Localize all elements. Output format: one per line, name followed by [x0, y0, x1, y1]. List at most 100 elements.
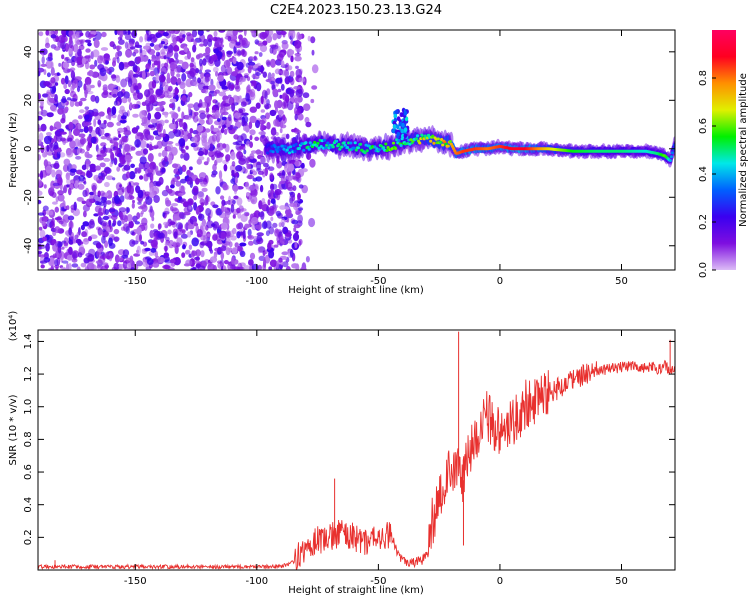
heatmap-noise-cell — [43, 159, 49, 167]
heatmap-noise-cell — [270, 188, 274, 197]
heatmap-noise-cell — [124, 154, 132, 162]
heatmap-noise-cell — [44, 42, 51, 49]
y-tick-label: 0.8 — [23, 431, 34, 447]
heatmap-noise-cell — [100, 47, 109, 51]
heatmap-noise-cell — [100, 136, 108, 140]
heatmap-noise-cell — [54, 82, 59, 86]
heatmap-noise-cell — [189, 67, 197, 77]
heatmap-noise-cell — [152, 186, 160, 195]
heatmap-noise-cell — [46, 89, 52, 95]
heatmap-noise-cell — [226, 59, 231, 68]
heatmap-noise-cell — [225, 154, 231, 162]
heatmap-noise-cell — [199, 112, 207, 120]
heatmap-noise-cell — [205, 194, 209, 204]
heatmap-noise-cell — [279, 120, 284, 129]
heatmap-noise-cell — [107, 194, 113, 199]
heatmap-noise-cell — [58, 62, 62, 67]
heatmap-noise-cell — [268, 249, 275, 259]
heatmap-noise-cell — [297, 192, 301, 200]
heatmap-noise-cell — [200, 222, 206, 232]
heatmap-noise-cell — [235, 140, 243, 146]
heatmap-noise-cell — [181, 164, 187, 172]
heatmap-noise-cell — [143, 173, 149, 182]
heatmap-noise-cell — [193, 202, 198, 211]
heatmap-noise-cell — [243, 30, 247, 37]
heatmap-noise-cell — [176, 77, 182, 85]
heatmap-noise-cell — [188, 91, 193, 98]
heatmap-noise-cell — [291, 128, 296, 133]
heatmap-noise-cell — [243, 125, 247, 131]
heatmap-noise-cell — [85, 198, 93, 208]
heatmap-burst-cell — [401, 122, 405, 128]
heatmap-noise-cell — [181, 73, 187, 82]
heatmap-noise-cell — [192, 114, 199, 123]
heatmap-noise-cell — [84, 76, 92, 86]
heatmap-noise-cell — [220, 37, 224, 45]
heatmap-noise-cell — [49, 190, 54, 197]
heatmap-noise-cell — [267, 199, 271, 206]
heatmap-noise-cell — [293, 224, 301, 229]
heatmap-noise-cell — [79, 109, 85, 114]
heatmap-noise-cell — [67, 215, 75, 221]
heatmap-noise-cell — [72, 238, 78, 244]
heatmap-noise-cell — [294, 114, 298, 121]
heatmap-noise-cell — [136, 226, 142, 236]
heatmap-noise-cell — [74, 36, 80, 46]
heatmap-noise-cell — [40, 260, 48, 264]
heatmap-noise-cell — [99, 255, 104, 259]
heatmap-noise-cell — [93, 213, 99, 217]
heatmap-noise-cell — [284, 76, 291, 85]
heatmap-noise-cell — [38, 60, 41, 70]
heatmap-noise-cell — [41, 48, 48, 55]
heatmap-noise-cell — [42, 236, 48, 242]
heatmap-noise-cell — [285, 266, 291, 270]
heatmap-signal-core — [294, 142, 298, 146]
heatmap-noise-cell — [207, 215, 211, 222]
heatmap-noise-cell — [246, 163, 251, 170]
heatmap-noise-cell — [310, 98, 315, 104]
heatmap-noise-cell — [160, 66, 168, 75]
heatmap-noise-cell — [225, 200, 230, 205]
heatmap-noise-cell — [283, 99, 289, 109]
heatmap-noise-cell — [266, 99, 270, 106]
heatmap-noise-cell — [98, 111, 105, 117]
heatmap-noise-cell — [280, 83, 285, 91]
heatmap-noise-cell — [293, 39, 302, 49]
heatmap-noise-cell — [71, 258, 78, 263]
heatmap-noise-cell — [111, 214, 118, 221]
heatmap-noise-cell — [199, 119, 205, 125]
heatmap-noise-cell — [84, 121, 92, 126]
heatmap-noise-cell — [38, 173, 41, 178]
heatmap-noise-cell — [260, 210, 265, 220]
heatmap-noise-cell — [158, 74, 165, 83]
heatmap-noise-cell — [165, 141, 174, 145]
heatmap-noise-cell — [129, 171, 136, 180]
heatmap-noise-cell — [285, 208, 292, 216]
x-tick-label: 50 — [615, 276, 628, 287]
heatmap-noise-cell — [206, 30, 210, 33]
heatmap-noise-cell — [99, 127, 105, 136]
heatmap-noise-cell — [289, 202, 296, 207]
heatmap-noise-cell — [219, 106, 226, 116]
heatmap-noise-cell — [93, 39, 100, 48]
heatmap-noise-cell — [191, 79, 199, 83]
heatmap-signal-core — [397, 139, 401, 142]
heatmap-noise-cell — [147, 153, 154, 162]
heatmap-noise-cell — [198, 172, 207, 180]
heatmap-noise-cell — [96, 156, 104, 161]
heatmap-noise-cell — [97, 83, 101, 88]
heatmap-noise-cell — [149, 206, 153, 213]
heatmap-noise-cell — [241, 119, 246, 127]
heatmap-noise-cell — [232, 184, 239, 192]
heatmap-noise-cell — [81, 164, 87, 171]
heatmap-noise-cell — [69, 220, 73, 229]
heatmap-noise-cell — [251, 216, 259, 225]
heatmap-noise-cell — [150, 247, 157, 253]
heatmap-noise-cell — [289, 70, 295, 78]
heatmap-noise-cell — [170, 76, 178, 85]
heatmap-burst-cell — [395, 124, 400, 130]
heatmap-noise-cell — [52, 239, 57, 244]
heatmap-noise-cell — [197, 150, 205, 156]
heatmap-noise-cell — [188, 205, 192, 210]
heatmap-noise-cell — [249, 115, 257, 123]
